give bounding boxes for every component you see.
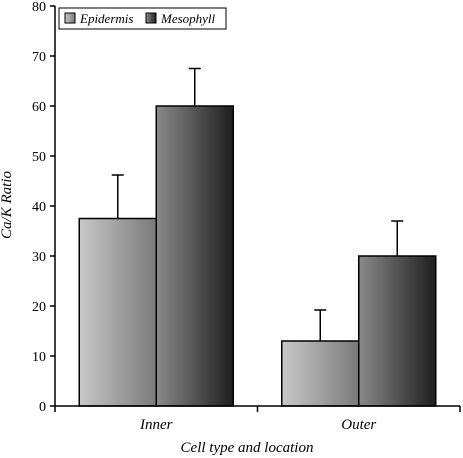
legend-label-mesophyll: Mesophyll xyxy=(160,11,216,26)
legend-label-epidermis: Epidermis xyxy=(79,11,133,26)
legend-frame xyxy=(58,7,227,30)
x-tick-label-inner: Inner xyxy=(139,417,173,433)
y-tick-label-80: 80 xyxy=(32,0,46,15)
bar-mesophyll-outer xyxy=(358,255,437,407)
legend: Epidermis Mesophyll xyxy=(58,7,227,30)
axes-group: Inner Outer 0 10 20 30 40 50 60 70 80 xyxy=(32,0,461,433)
y-tick-label-0: 0 xyxy=(39,400,46,415)
bar-epidermis-outer xyxy=(281,340,360,407)
y-tick-label-70: 70 xyxy=(32,50,46,65)
y-tick-label-50: 50 xyxy=(32,150,46,165)
y-tick-label-20: 20 xyxy=(32,300,46,315)
bar-mesophyll-inner xyxy=(155,105,234,407)
y-tick-label-10: 10 xyxy=(32,350,46,365)
y-tick-label-30: 30 xyxy=(32,250,46,265)
x-axis-title: Cell type and location xyxy=(181,440,314,456)
y-tick-label-40: 40 xyxy=(32,200,46,215)
legend-swatch-mesophyll xyxy=(145,12,157,24)
bars-group xyxy=(78,105,437,407)
legend-swatch-epidermis xyxy=(64,12,76,24)
bar-epidermis-inner xyxy=(78,217,157,407)
y-axis-title: Ca/K Ratio xyxy=(0,171,15,239)
x-tick-label-outer: Outer xyxy=(341,417,376,433)
y-tick-label-60: 60 xyxy=(32,100,46,115)
error-bars-group xyxy=(111,67,404,341)
